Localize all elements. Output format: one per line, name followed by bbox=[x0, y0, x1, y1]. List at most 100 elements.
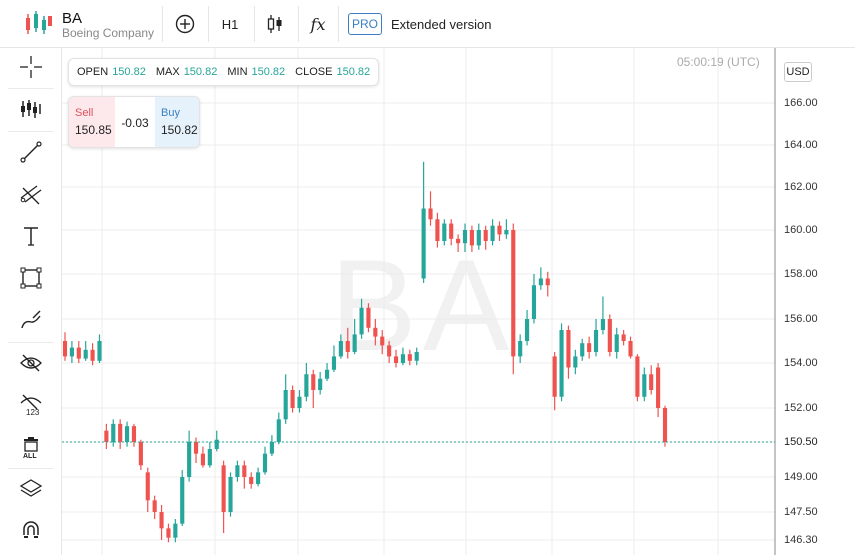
candle-body bbox=[393, 356, 399, 363]
max-value: 150.82 bbox=[183, 66, 218, 78]
extended-version-link[interactable]: Extended version bbox=[391, 17, 492, 32]
delete-all-tool[interactable]: ALL bbox=[14, 432, 48, 462]
candle-body bbox=[193, 442, 199, 454]
price-tick-label: 166.00 bbox=[784, 97, 818, 109]
rectangle-tool[interactable] bbox=[14, 263, 48, 293]
price-tick-label: 146.30 bbox=[784, 534, 818, 546]
indicators-icon bbox=[21, 100, 41, 118]
candle-body bbox=[104, 430, 109, 442]
chart-type-button[interactable] bbox=[262, 10, 288, 38]
drawing-toolbar: 123 ALL bbox=[0, 48, 62, 555]
price-tick-label: 162.00 bbox=[784, 181, 818, 193]
text-icon bbox=[24, 227, 38, 246]
candle-body bbox=[331, 356, 337, 370]
symbol-watermark: BA bbox=[330, 232, 516, 378]
candle-body bbox=[159, 512, 164, 529]
candle-body bbox=[428, 208, 433, 220]
candle-body bbox=[469, 230, 474, 246]
buy-button[interactable]: Buy 150.82 bbox=[155, 97, 199, 147]
trend-line-icon bbox=[20, 141, 42, 163]
candle-body bbox=[538, 278, 543, 286]
candle-body bbox=[649, 374, 654, 390]
candle-body bbox=[304, 374, 309, 397]
currency-button[interactable]: USD bbox=[784, 62, 812, 82]
candle-body bbox=[297, 396, 302, 408]
candle-body bbox=[490, 225, 495, 241]
candle-body bbox=[545, 278, 550, 286]
candle-body bbox=[200, 453, 205, 466]
buy-label: Buy bbox=[161, 107, 180, 119]
sell-button[interactable]: Sell 150.85 bbox=[69, 97, 115, 147]
brush-tool[interactable] bbox=[14, 305, 48, 335]
min-label: MIN bbox=[227, 66, 248, 78]
function-icon[interactable]: fx bbox=[310, 14, 326, 34]
candle-body bbox=[607, 319, 612, 352]
price-tick-label: 158.00 bbox=[784, 268, 818, 280]
delete-all-icon: ALL bbox=[23, 437, 38, 459]
crosshair-tool[interactable] bbox=[14, 52, 48, 82]
price-tick-label: 156.00 bbox=[784, 313, 818, 325]
candle-body bbox=[118, 423, 123, 442]
add-indicator-button[interactable] bbox=[172, 10, 198, 38]
candle-body bbox=[593, 330, 599, 352]
candle-body bbox=[138, 442, 143, 466]
candle-body bbox=[518, 341, 523, 357]
hide-indicators-tool[interactable]: 123 bbox=[14, 390, 48, 420]
candle-body bbox=[62, 341, 68, 357]
candle-body bbox=[269, 442, 274, 454]
symbol-title[interactable]: BA bbox=[62, 10, 83, 27]
candle-body bbox=[504, 230, 509, 235]
candle-body bbox=[276, 419, 281, 442]
candle-body bbox=[166, 528, 171, 538]
trend-line-tool[interactable] bbox=[14, 137, 48, 167]
candle-body bbox=[511, 230, 516, 357]
candle-body bbox=[456, 238, 461, 244]
price-tick-label: 154.00 bbox=[784, 357, 818, 369]
candle-body bbox=[373, 327, 378, 337]
layers-tool[interactable] bbox=[14, 474, 48, 504]
candle-body bbox=[642, 374, 647, 397]
candle-body bbox=[145, 472, 150, 501]
ohlc-panel: OPEN 150.82 MAX 150.82 MIN 150.82 CLOSE 150.… bbox=[68, 58, 380, 86]
candle-body bbox=[600, 319, 605, 330]
layers-icon bbox=[19, 479, 43, 497]
candle-body bbox=[345, 341, 350, 352]
candle-body bbox=[476, 230, 481, 246]
candle-body bbox=[573, 356, 578, 368]
timeframe-button[interactable]: H1 bbox=[221, 16, 239, 32]
magnet-tool[interactable] bbox=[14, 516, 48, 546]
candle-body bbox=[531, 285, 537, 319]
pro-badge[interactable]: PRO bbox=[348, 13, 382, 35]
spread-value: -0.03 bbox=[121, 116, 149, 130]
candle-body bbox=[228, 477, 233, 512]
pitchfork-icon bbox=[20, 185, 42, 205]
price-tick-label: 150.50 bbox=[784, 436, 818, 448]
candle-body bbox=[442, 223, 447, 241]
candle-body bbox=[187, 442, 192, 477]
company-name: Boeing Company bbox=[62, 26, 155, 40]
sell-label: Sell bbox=[75, 107, 94, 119]
crosshair-icon bbox=[20, 56, 42, 78]
svg-text:ALL: ALL bbox=[23, 453, 37, 459]
candle-body bbox=[421, 208, 426, 279]
indicators-tool[interactable] bbox=[14, 94, 48, 124]
candle-body bbox=[152, 500, 157, 512]
candle-body bbox=[614, 334, 619, 352]
candle-body bbox=[587, 343, 592, 352]
pitchfork-tool[interactable] bbox=[14, 179, 48, 209]
candle-body bbox=[621, 334, 626, 341]
candle-body bbox=[497, 225, 502, 235]
candle-body bbox=[290, 390, 295, 408]
price-tick-label: 149.00 bbox=[784, 471, 818, 483]
magnet-icon bbox=[23, 521, 39, 538]
candle-body bbox=[662, 408, 668, 442]
hide-drawings-tool[interactable] bbox=[14, 348, 48, 378]
text-tool[interactable] bbox=[14, 221, 48, 251]
candle-body bbox=[414, 352, 419, 361]
open-label: OPEN bbox=[77, 66, 109, 78]
candle-body bbox=[256, 472, 261, 484]
candle-body bbox=[90, 349, 95, 361]
candle-body bbox=[249, 477, 254, 484]
candle-body bbox=[235, 465, 240, 477]
